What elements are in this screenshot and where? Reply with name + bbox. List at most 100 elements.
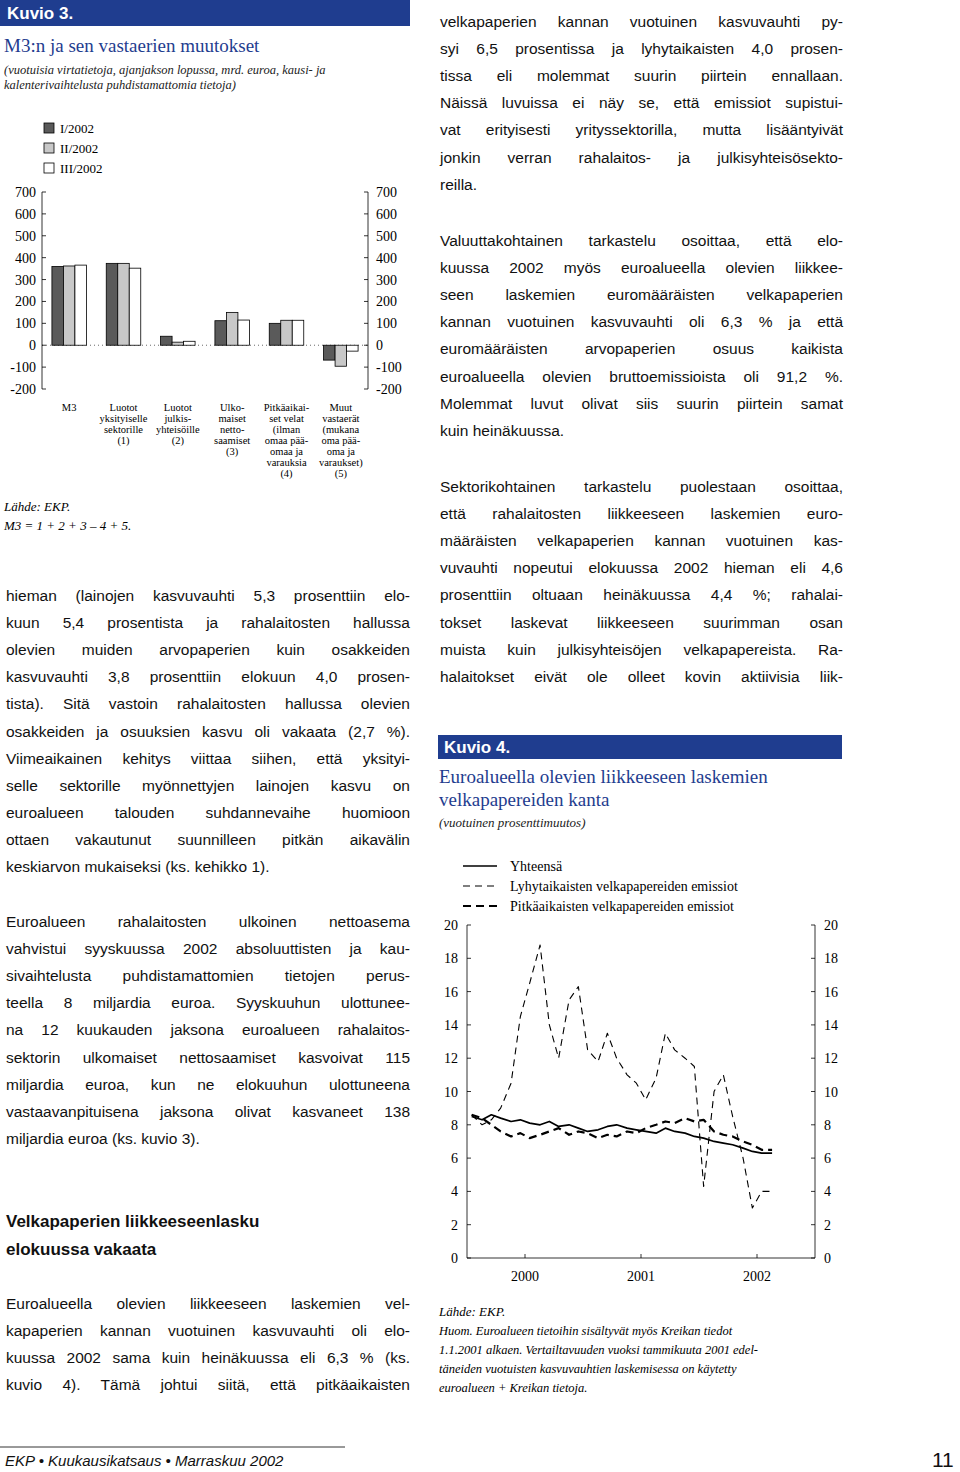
text-line: määräisten velkapaperien kannan vuotuine… <box>440 531 843 551</box>
text-line: Euroalueella olevien liikkeeseen laskemi… <box>6 1294 410 1314</box>
x-tick-label: 2000 <box>511 1269 539 1284</box>
text-line: Viimeaikainen kehitys viittaa siihen, et… <box>6 749 410 769</box>
y-tick <box>467 1258 471 1259</box>
legend-label: Pitkäaikaisten velkapapereiden emissiot <box>510 899 734 914</box>
text-line: Luotot <box>110 402 138 413</box>
bar <box>184 341 196 345</box>
text-line: Pitkäaikai- <box>264 402 310 413</box>
y-tick <box>467 1224 471 1225</box>
y-tick <box>467 1058 471 1059</box>
y2-axis-line <box>368 192 369 389</box>
text-line: 1.1.2001 alkaen. Vertailtavuuden vuoksi … <box>439 1343 758 1357</box>
text-line: Muut <box>329 402 352 413</box>
y-tick-label: 0 <box>824 1251 831 1266</box>
y-tick <box>811 1058 815 1059</box>
chart-subtitle: (vuotuinen prosenttimuutos) <box>439 815 585 830</box>
y-tick-label: 18 <box>444 951 458 966</box>
y-tick <box>42 389 46 390</box>
y-tick <box>364 213 368 214</box>
y-tick-label: 100 <box>376 316 397 331</box>
y-tick <box>811 958 815 959</box>
y-tick-label: 6 <box>824 1151 831 1166</box>
y-tick <box>467 1024 471 1025</box>
y-tick-label: 700 <box>15 185 36 200</box>
bar <box>215 321 227 346</box>
legend-label: Yhteensä <box>510 859 563 874</box>
y-tick-label: -200 <box>376 382 402 397</box>
y-tick <box>811 925 815 926</box>
y-tick <box>467 991 471 992</box>
y-tick-label: 6 <box>451 1151 458 1166</box>
y-tick <box>811 1258 815 1259</box>
category-label: Muutvastaerät(mukanaoma pää-oma javarauk… <box>319 402 363 480</box>
category-label: Luototjulkis-yhteisöille(2) <box>156 402 200 447</box>
text-line: selle sektorille myönnettyjen lainojen k… <box>6 776 410 796</box>
y-tick <box>42 213 46 214</box>
figure-label-box <box>438 735 842 759</box>
y-tick <box>811 1024 815 1025</box>
y-tick-label: 10 <box>824 1085 838 1100</box>
bar <box>118 263 130 345</box>
text-line: kuussa 2002 myös euroalueella olevien li… <box>440 258 843 278</box>
text-line: euroalueella olevien bruttoemissioista o… <box>440 367 843 387</box>
text-line: oma pää- <box>321 435 360 446</box>
bar <box>63 266 75 345</box>
page: {"page": { "left_column": { "paragraphs"… <box>0 0 960 1472</box>
chart-subtitle: (vuotuisia virtatietoja, ajanjakson lopu… <box>4 63 326 92</box>
y-tick-label: 100 <box>15 316 36 331</box>
y-tick-label: 300 <box>376 273 397 288</box>
y-tick <box>42 257 46 258</box>
text-line: (4) <box>280 468 293 480</box>
text-line: vuvauhti nopeutui elokuussa 2002 hieman … <box>440 558 843 578</box>
category-label: M3 <box>62 402 77 413</box>
y-tick-label: 12 <box>444 1051 458 1066</box>
text-line: muista kuin julkisyhteisöjen velkapapere… <box>440 640 843 660</box>
y-tick <box>811 1191 815 1192</box>
text-line: euromääräisten arvopaperien osuus kaikis… <box>440 339 843 359</box>
y-tick <box>811 1224 815 1225</box>
series-line <box>472 1115 772 1153</box>
y-tick <box>364 301 368 302</box>
bar <box>324 345 336 360</box>
x-tick <box>757 1254 758 1258</box>
bar <box>347 345 359 351</box>
text-line: kuun 5,4 prosentista ja rahalaitosten ha… <box>6 613 410 633</box>
y-tick-label: 2 <box>824 1218 831 1233</box>
x-tick <box>525 1254 526 1258</box>
text-line: (2) <box>172 435 185 447</box>
series-line <box>472 1115 772 1150</box>
text-line: hieman (lainojen kasvuvauhti 5,3 prosent… <box>6 586 410 606</box>
section-heading: Velkapaperien liikkeeseenlasku <box>6 1211 259 1233</box>
bar <box>335 345 347 366</box>
y-tick-label: 700 <box>376 185 397 200</box>
series-line <box>472 945 772 1208</box>
y-tick <box>42 301 46 302</box>
y-tick <box>811 1124 815 1125</box>
text-line: täneiden vuotuisten kasvuvauhtien laskem… <box>439 1362 737 1376</box>
y-tick-label: 400 <box>15 251 36 266</box>
y-tick-label: 16 <box>824 985 838 1000</box>
text-line: miljardia euroa, kun ne elokuuhun ulottu… <box>6 1075 410 1095</box>
y-tick-label: 0 <box>451 1251 458 1266</box>
text-line: olevien muiden arvopaperien kuin osakkei… <box>6 640 410 660</box>
bar <box>161 336 173 345</box>
text-line: syi 6,5 prosentissa ja lyhytaikaisten 4,… <box>440 39 843 59</box>
text-line: omaa pää- <box>265 435 309 446</box>
y-tick-label: 0 <box>376 338 383 353</box>
y-tick <box>42 279 46 280</box>
y-tick <box>467 958 471 959</box>
y-tick <box>42 367 46 368</box>
y-axis-line <box>42 192 43 389</box>
text-line: seen laskemien euromääräisten velkapaper… <box>440 285 843 305</box>
footer-rule <box>0 1447 345 1448</box>
text-line: Näissä luvuissa ei näy se, että emissiot… <box>440 93 843 113</box>
text-line: kuvio 4). Tämä johtui siitä, että pitkäa… <box>6 1375 410 1395</box>
y-tick-label: 400 <box>376 251 397 266</box>
text-line: saamiset <box>214 435 250 446</box>
text-line: keskiarvon mukaiseksi (ks. kehikko 1). <box>6 857 270 877</box>
bar <box>226 312 238 345</box>
y-tick <box>42 323 46 324</box>
text-line: na 12 kuukauden jaksona euroalueen rahal… <box>6 1020 410 1040</box>
text-line: Huom. Euroalueen tietoihin sisältyvät my… <box>438 1324 733 1338</box>
legend-swatch <box>44 163 54 173</box>
